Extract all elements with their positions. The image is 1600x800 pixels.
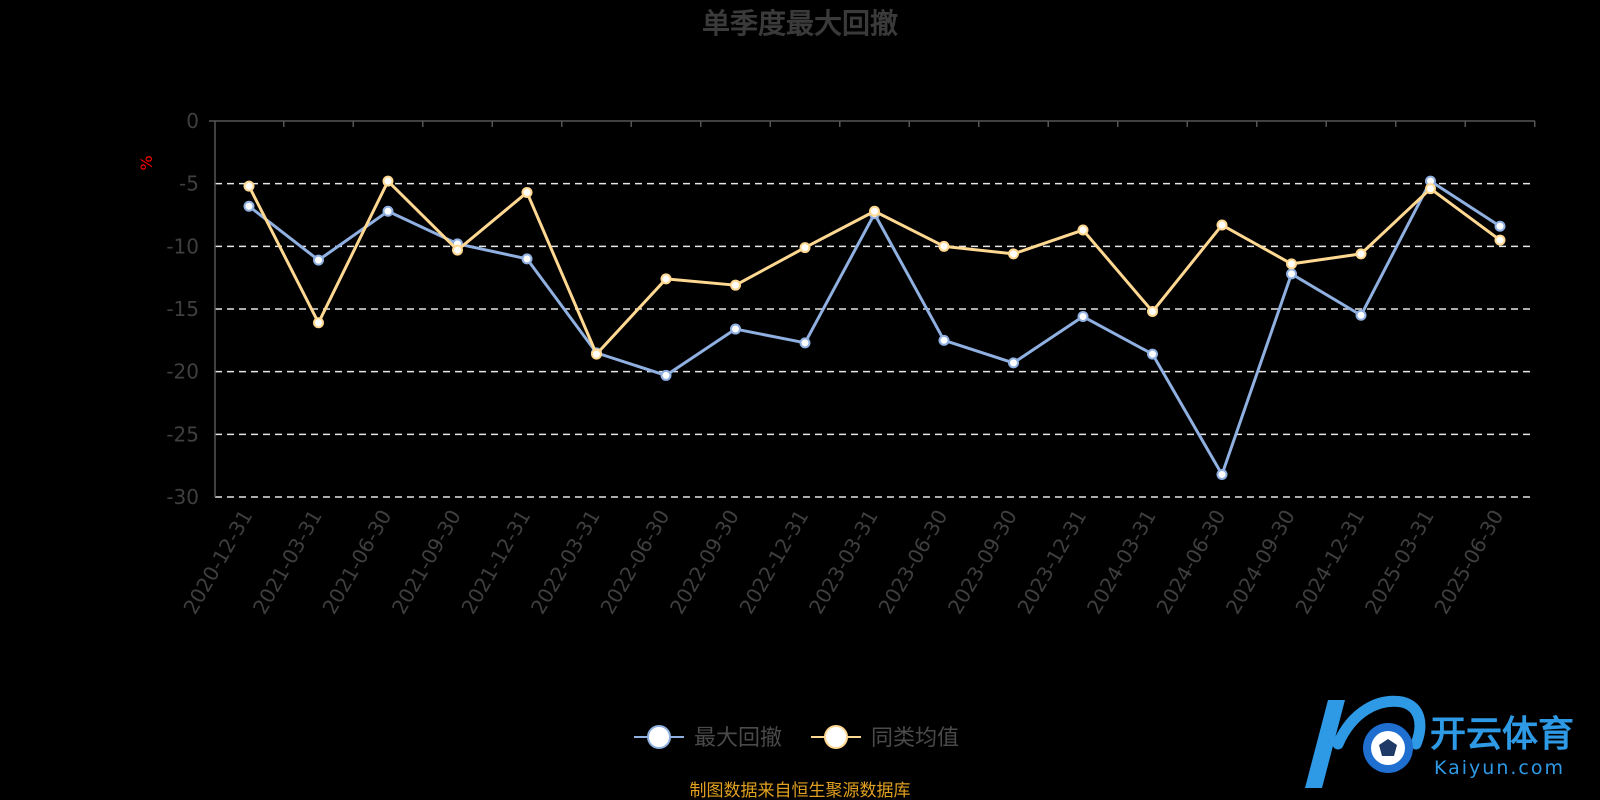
x-tick-label: 2024-09-30 [1221,506,1300,619]
data-point-series-2 [1147,306,1158,318]
data-point-series-2 [382,175,394,187]
data-point-series-1 [1008,357,1019,369]
logo-url: Kaiyun.com [1434,757,1565,779]
data-point-series-2 [591,348,602,360]
data-point-series-2 [1008,248,1019,260]
data-point-series-1 [1355,309,1367,321]
y-tick-label: -15 [166,297,199,321]
x-tick-label: 2023-12-31 [1012,506,1091,619]
data-point-series-1 [730,323,741,335]
data-point-series-1 [799,337,811,349]
x-tick-label: 2025-06-30 [1429,506,1508,619]
data-point-series-2 [521,186,533,198]
series-layer [243,175,1506,480]
series-line-1 [248,179,1501,476]
axes [209,120,1536,497]
data-point-series-2 [313,317,324,329]
data-point-series-2 [660,273,672,285]
data-point-series-2 [1425,183,1436,195]
data-point-series-1 [1286,268,1297,280]
legend-series-2-marker [824,725,848,749]
legend-item-series-1[interactable]: 最大回撤 [634,725,782,751]
data-point-series-2 [243,180,255,192]
x-tick-label: 2021-09-30 [387,506,466,619]
legend-series-2-label: 同类均值 [871,726,959,751]
x-tick-label: 2022-03-31 [526,506,605,619]
y-tick-label: -10 [166,234,199,258]
data-point-series-2 [1216,219,1228,231]
y-tick-label: -30 [166,485,199,509]
data-point-series-1 [1147,348,1158,360]
y-tick-label: -5 [179,172,199,196]
data-point-series-2 [1077,224,1089,236]
legend-item-series-2[interactable]: 同类均值 [811,725,959,751]
x-tick-label: 2024-03-31 [1082,506,1161,619]
y-tick-label: -25 [166,422,199,446]
chart-title: 单季度最大回撤 [702,7,898,40]
y-tick-label: 0 [186,109,199,133]
x-tick-label: 2020-12-31 [178,506,257,619]
legend: 最大回撤 同类均值 [634,725,959,751]
y-tick-labels: 0 -5 -10 -15 -20 -25 -30 [166,109,199,509]
data-point-series-2 [1286,258,1297,270]
data-point-series-1 [1494,220,1506,232]
data-point-series-1 [660,369,672,381]
data-point-series-2 [938,240,950,252]
x-tick-label: 2021-12-31 [456,506,535,619]
x-tick-label: 2023-09-30 [943,506,1022,619]
y-tick-label: -20 [166,360,199,384]
data-point-series-2 [1494,234,1506,246]
x-tick-labels: 2020-12-312021-03-312021-06-302021-09-30… [178,506,1508,619]
logo-mark-icon [1305,695,1426,788]
data-point-series-2 [869,205,880,217]
x-tick-label: 2025-03-31 [1360,506,1439,619]
data-point-series-2 [1355,248,1367,260]
data-point-series-1 [1077,311,1089,323]
kaiyun-logo: 开云体育 Kaiyun.com [1305,695,1574,788]
data-point-series-2 [730,279,741,291]
data-source-note: 制图数据来自恒生聚源数据库 [690,781,911,800]
x-tick-label: 2024-06-30 [1151,506,1230,619]
data-point-series-2 [452,244,463,256]
legend-series-1-label: 最大回撤 [694,726,782,751]
y-axis-unit: % [137,155,156,170]
data-point-series-1 [521,253,533,265]
data-point-series-1 [1216,468,1228,480]
x-tick-label: 2021-03-31 [248,506,327,619]
data-point-series-1 [313,254,324,266]
data-point-series-1 [243,200,255,212]
grid-lines [215,182,1535,498]
x-tick-label: 2023-03-31 [804,506,883,619]
data-point-series-2 [799,242,811,254]
x-tick-label: 2022-12-31 [734,506,813,619]
logo-name: 开云体育 [1430,714,1574,755]
data-point-series-1 [382,205,394,217]
x-tick-label: 2024-12-31 [1290,506,1369,619]
x-tick-label: 2023-06-30 [873,506,952,619]
legend-series-1-marker [647,725,671,749]
x-tick-label: 2022-06-30 [595,506,674,619]
x-tick-label: 2022-09-30 [665,506,744,619]
data-point-series-1 [938,334,950,346]
x-tick-label: 2021-06-30 [317,506,396,619]
